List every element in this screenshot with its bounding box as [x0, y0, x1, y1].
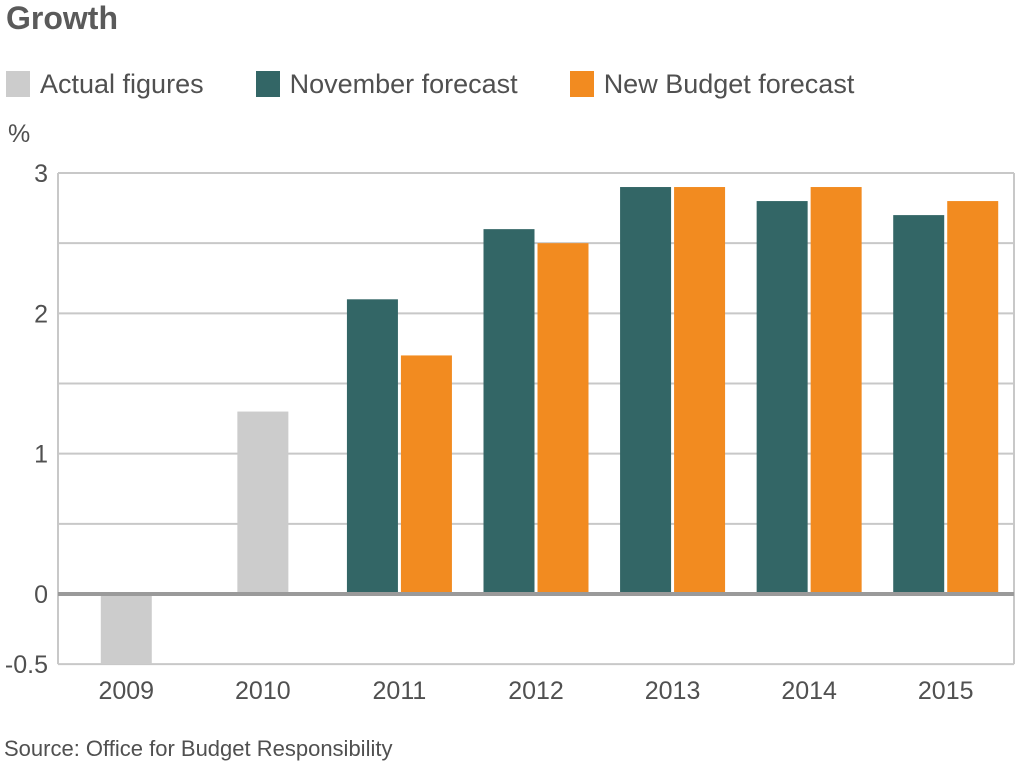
- y-axis-unit: %: [8, 120, 31, 148]
- x-tick-label: 2009: [98, 677, 154, 705]
- bar: [346, 299, 398, 594]
- legend-item-new-budget: New Budget forecast: [569, 68, 855, 100]
- bar: [483, 229, 535, 594]
- legend-swatch-new-budget: [569, 71, 594, 97]
- x-tick-label: 2013: [645, 677, 701, 705]
- x-tick-label: 2012: [508, 677, 564, 705]
- bar: [537, 243, 589, 594]
- y-tick-label: 1: [34, 441, 48, 469]
- legend-label-actual: Actual figures: [40, 68, 204, 99]
- bar: [810, 187, 862, 595]
- chart-title: Growth: [6, 0, 118, 36]
- bar: [893, 215, 945, 594]
- legend-item-november: November forecast: [255, 68, 518, 100]
- legend-swatch-actual: [6, 71, 30, 97]
- y-tick-label: 3: [34, 160, 48, 188]
- x-tick-label: 2015: [918, 677, 974, 705]
- bar: [400, 355, 452, 594]
- legend-item-actual: Actual figures: [6, 69, 204, 100]
- y-tick-label: 2: [34, 300, 48, 328]
- y-tick-label: 0: [34, 581, 48, 609]
- bar: [947, 201, 999, 595]
- bar: [620, 187, 672, 595]
- legend-label-november: November forecast: [289, 68, 518, 99]
- bar: [674, 187, 726, 595]
- bar: [100, 594, 152, 665]
- x-tick-label: 2010: [235, 677, 291, 705]
- bar: [237, 411, 289, 594]
- y-tick-label: -0.5: [5, 651, 48, 679]
- legend-label-new-budget: New Budget forecast: [603, 68, 855, 99]
- bar: [756, 201, 808, 595]
- legend-swatch-november: [255, 71, 280, 97]
- x-tick-label: 2014: [781, 677, 837, 705]
- chart-legend: Actual figures November forecast New Bud…: [6, 66, 906, 102]
- x-tick-label: 2011: [373, 677, 427, 705]
- source-note: Source: Office for Budget Responsibility: [4, 736, 393, 761]
